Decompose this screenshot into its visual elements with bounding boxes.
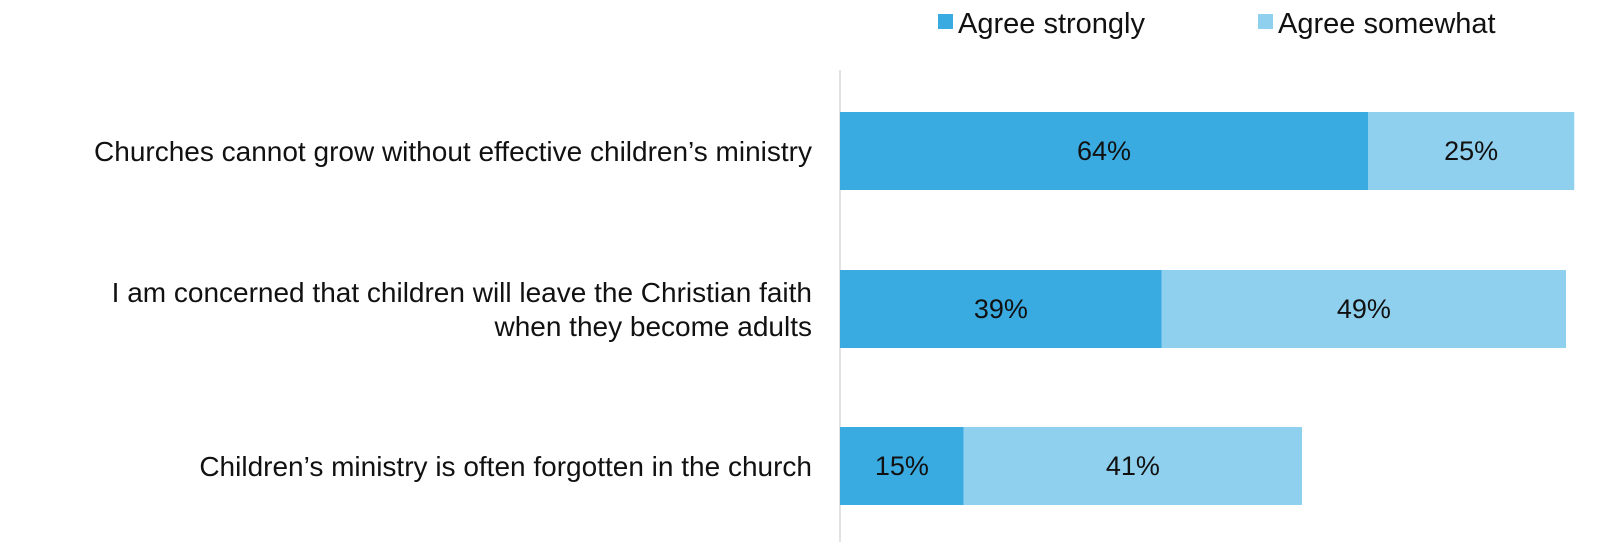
- bar-3-agree-somewhat: [963, 427, 1302, 505]
- legend-swatch-1: [938, 14, 953, 29]
- data-label-3-2: 41%: [1106, 451, 1160, 481]
- category-label-1: Churches cannot grow without effective c…: [94, 136, 812, 167]
- data-label-1-1: 64%: [1077, 136, 1131, 166]
- bar-1-agree-somewhat: [1368, 112, 1575, 190]
- category-label-2-line-2: when they become adults: [493, 311, 812, 342]
- data-label-1-2: 25%: [1444, 136, 1498, 166]
- chart-legend: Agree strongly Agree somewhat: [938, 8, 1496, 40]
- category-label-3: Children’s ministry is often forgotten i…: [199, 451, 812, 482]
- data-label-2-1: 39%: [974, 294, 1028, 324]
- bar-2-agree-strongly: [840, 270, 1162, 348]
- category-label-2-line-1: I am concerned that children will leave …: [112, 277, 812, 308]
- legend-label-2: Agree somewhat: [1278, 8, 1496, 40]
- legend-label-1: Agree strongly: [958, 8, 1145, 40]
- category-labels: Churches cannot grow without effective c…: [94, 136, 812, 482]
- bar-3-agree-strongly: [840, 427, 964, 505]
- bar-2-agree-somewhat: [1161, 270, 1566, 348]
- bar-group: 64% 25% 39% 49% 15% 41%: [840, 112, 1575, 505]
- data-label-2-2: 49%: [1337, 294, 1391, 324]
- data-label-3-1: 15%: [875, 451, 929, 481]
- bar-1-agree-strongly: [840, 112, 1368, 190]
- legend-swatch-2: [1258, 14, 1273, 29]
